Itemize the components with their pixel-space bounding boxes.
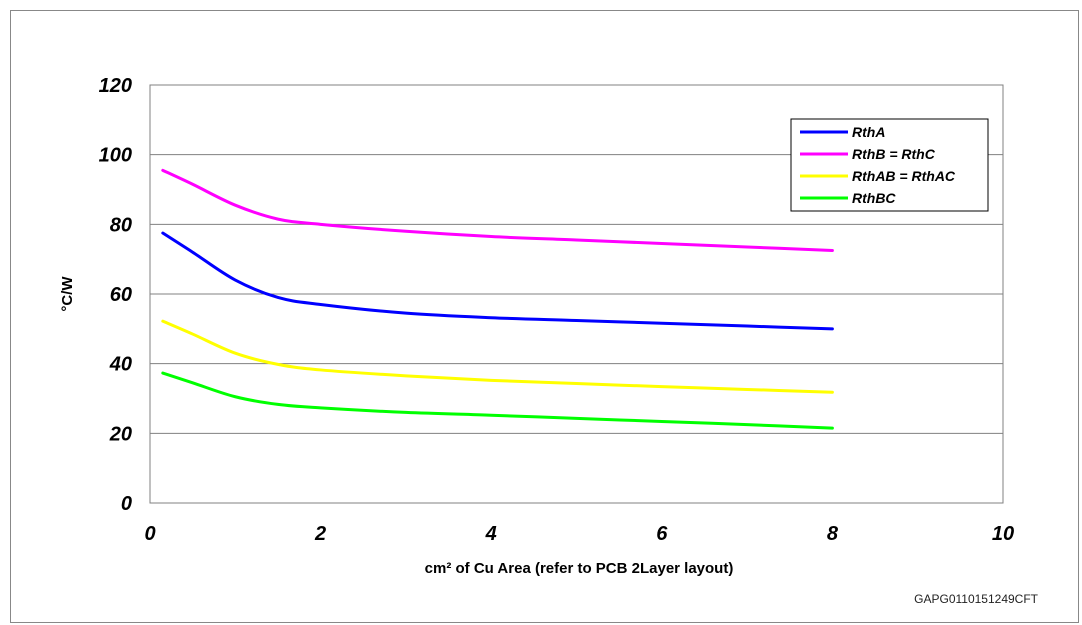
- y-tick-label: 0: [121, 493, 132, 515]
- x-tick-label: 4: [485, 523, 497, 545]
- legend-label: RthB = RthC: [852, 146, 936, 162]
- y-axis-title: °C/W: [59, 276, 76, 312]
- legend: RthA RthB = RthC RthAB = RthAC RthBC: [790, 118, 989, 212]
- x-tick-label: 2: [314, 523, 326, 545]
- x-tick-label: 8: [827, 523, 839, 545]
- y-tick-label: 120: [99, 75, 132, 97]
- legend-items: RthA RthB = RthC RthAB = RthAC RthBC: [800, 124, 956, 206]
- y-axis-ticks: 0 20 40 60 80 100 120: [99, 75, 132, 515]
- x-tick-label: 10: [992, 523, 1014, 545]
- series-line-2: [161, 319, 834, 394]
- y-tick-label: 80: [110, 214, 132, 236]
- legend-label: RthAB = RthAC: [852, 168, 956, 184]
- y-tick-label: 100: [99, 145, 132, 167]
- legend-box: [790, 118, 989, 212]
- figure-code: GAPG0110151249CFT: [914, 592, 1039, 606]
- legend-label: RthBC: [852, 190, 896, 206]
- x-tick-label: 6: [656, 523, 668, 545]
- series-lines: [161, 168, 834, 430]
- y-tick-label: 20: [109, 423, 132, 445]
- x-axis-title: cm² of Cu Area (refer to PCB 2Layer layo…: [425, 560, 734, 577]
- series-line-0: [161, 231, 834, 331]
- x-tick-label: 0: [144, 523, 155, 545]
- y-tick-label: 60: [110, 284, 132, 306]
- series-line-1: [161, 168, 834, 252]
- series-line-3: [161, 371, 834, 430]
- legend-label: RthA: [852, 124, 885, 140]
- y-tick-label: 40: [109, 354, 132, 376]
- x-axis-ticks: 0 2 4 6 8 10: [144, 523, 1014, 545]
